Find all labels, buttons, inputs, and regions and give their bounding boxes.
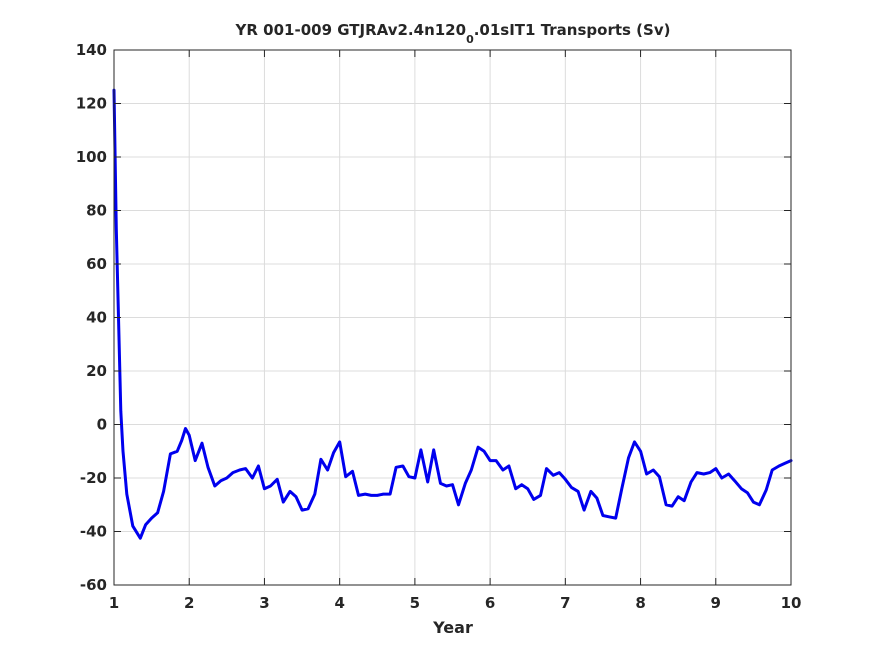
y-tick-label: 80 (86, 202, 107, 220)
chart-title-main: YR 001-009 GTJRAv2.4n120 (235, 21, 467, 39)
x-tick-label: 8 (635, 594, 645, 612)
x-tick-label: 5 (410, 594, 420, 612)
y-tick-label: 60 (86, 255, 107, 273)
x-tick-label: 9 (711, 594, 721, 612)
x-tick-label: 7 (560, 594, 570, 612)
y-tick-label: 100 (76, 148, 107, 166)
x-tick-label: 1 (109, 594, 119, 612)
y-tick-label: 140 (76, 41, 107, 59)
x-tick-label: 2 (184, 594, 194, 612)
y-tick-label: -60 (80, 576, 107, 594)
y-tick-label: 120 (76, 95, 107, 113)
series-line-1 (112, 88, 793, 540)
x-tick-label: 10 (781, 594, 802, 612)
chart-title-subscript: 0 (466, 33, 474, 46)
x-tick-label: 4 (334, 594, 344, 612)
y-tick-label: -20 (80, 469, 107, 487)
y-tick-label: -40 (80, 523, 107, 541)
y-tick-label: 20 (86, 362, 107, 380)
x-tick-label: 6 (485, 594, 495, 612)
chart-title-suffix: .01sIT1 Transports (Sv) (474, 21, 671, 39)
plot-area: 1 2 3 4 5 6 7 8 9 10 -60 -40 -20 0 20 40 60 80 100 120 140 (76, 41, 802, 612)
y-tick-label: 40 (86, 309, 107, 327)
x-tick-label: 3 (259, 594, 269, 612)
x-axis-label: Year (432, 618, 473, 637)
chart-title: YR 001-009 GTJRAv2.4n1200.01sIT1 Transpo… (235, 21, 671, 46)
y-tick-label: 0 (97, 416, 107, 434)
